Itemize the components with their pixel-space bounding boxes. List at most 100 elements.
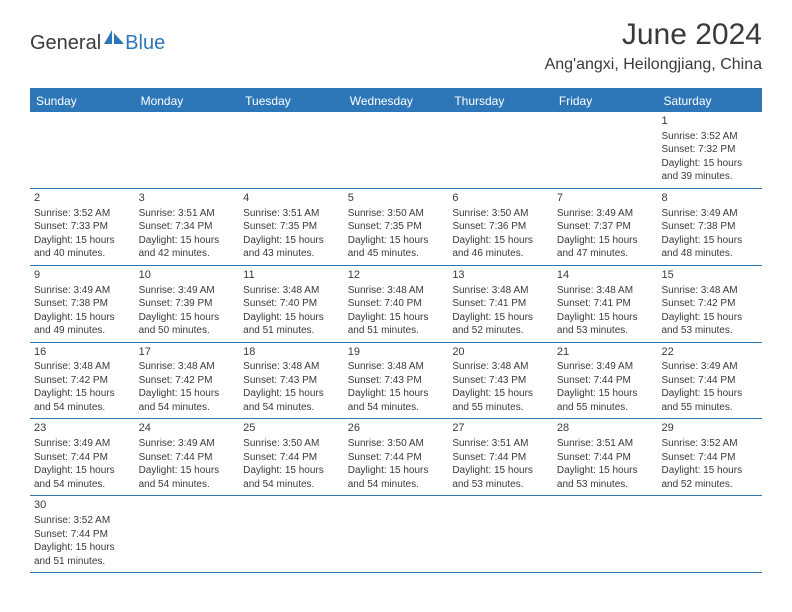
sunrise-text: Sunrise: 3:50 AM bbox=[348, 207, 445, 221]
sunset-text: Sunset: 7:41 PM bbox=[557, 297, 654, 311]
day-cell bbox=[239, 496, 344, 572]
day-cell: 5Sunrise: 3:50 AMSunset: 7:35 PMDaylight… bbox=[344, 189, 449, 265]
daylight-text: and 53 minutes. bbox=[452, 478, 549, 492]
day-number: 23 bbox=[34, 421, 131, 436]
day-cell bbox=[448, 112, 553, 188]
day-cell: 14Sunrise: 3:48 AMSunset: 7:41 PMDayligh… bbox=[553, 266, 658, 342]
daylight-text: and 53 minutes. bbox=[661, 324, 758, 338]
weekday-header: Friday bbox=[553, 90, 658, 112]
daylight-text: Daylight: 15 hours bbox=[348, 464, 445, 478]
sunrise-text: Sunrise: 3:48 AM bbox=[243, 360, 340, 374]
daylight-text: Daylight: 15 hours bbox=[661, 234, 758, 248]
day-cell: 13Sunrise: 3:48 AMSunset: 7:41 PMDayligh… bbox=[448, 266, 553, 342]
sunrise-text: Sunrise: 3:49 AM bbox=[661, 207, 758, 221]
sunset-text: Sunset: 7:43 PM bbox=[348, 374, 445, 388]
daylight-text: and 39 minutes. bbox=[661, 170, 758, 184]
day-number: 19 bbox=[348, 345, 445, 360]
day-number: 17 bbox=[139, 345, 236, 360]
daylight-text: Daylight: 15 hours bbox=[661, 387, 758, 401]
day-cell: 4Sunrise: 3:51 AMSunset: 7:35 PMDaylight… bbox=[239, 189, 344, 265]
sunrise-text: Sunrise: 3:49 AM bbox=[139, 284, 236, 298]
day-cell: 7Sunrise: 3:49 AMSunset: 7:37 PMDaylight… bbox=[553, 189, 658, 265]
daylight-text: and 54 minutes. bbox=[139, 478, 236, 492]
daylight-text: Daylight: 15 hours bbox=[557, 387, 654, 401]
day-cell: 3Sunrise: 3:51 AMSunset: 7:34 PMDaylight… bbox=[135, 189, 240, 265]
daylight-text: Daylight: 15 hours bbox=[452, 387, 549, 401]
day-cell bbox=[448, 496, 553, 572]
day-cell: 16Sunrise: 3:48 AMSunset: 7:42 PMDayligh… bbox=[30, 343, 135, 419]
daylight-text: Daylight: 15 hours bbox=[243, 311, 340, 325]
day-number: 12 bbox=[348, 268, 445, 283]
sunset-text: Sunset: 7:43 PM bbox=[243, 374, 340, 388]
day-cell: 30Sunrise: 3:52 AMSunset: 7:44 PMDayligh… bbox=[30, 496, 135, 572]
day-cell: 11Sunrise: 3:48 AMSunset: 7:40 PMDayligh… bbox=[239, 266, 344, 342]
sunset-text: Sunset: 7:38 PM bbox=[661, 220, 758, 234]
day-cell: 19Sunrise: 3:48 AMSunset: 7:43 PMDayligh… bbox=[344, 343, 449, 419]
day-number: 4 bbox=[243, 191, 340, 206]
logo-text-blue: Blue bbox=[125, 32, 165, 55]
sunrise-text: Sunrise: 3:49 AM bbox=[661, 360, 758, 374]
sunset-text: Sunset: 7:43 PM bbox=[452, 374, 549, 388]
location-text: Ang'angxi, Heilongjiang, China bbox=[545, 56, 762, 74]
sunrise-text: Sunrise: 3:48 AM bbox=[243, 284, 340, 298]
sunrise-text: Sunrise: 3:48 AM bbox=[452, 360, 549, 374]
day-cell: 12Sunrise: 3:48 AMSunset: 7:40 PMDayligh… bbox=[344, 266, 449, 342]
day-number: 21 bbox=[557, 345, 654, 360]
weekday-header: Thursday bbox=[448, 90, 553, 112]
daylight-text: and 54 minutes. bbox=[348, 478, 445, 492]
sunset-text: Sunset: 7:44 PM bbox=[557, 451, 654, 465]
daylight-text: and 52 minutes. bbox=[661, 478, 758, 492]
sunset-text: Sunset: 7:41 PM bbox=[452, 297, 549, 311]
daylight-text: Daylight: 15 hours bbox=[34, 311, 131, 325]
sunset-text: Sunset: 7:44 PM bbox=[34, 528, 131, 542]
day-cell: 15Sunrise: 3:48 AMSunset: 7:42 PMDayligh… bbox=[657, 266, 762, 342]
sunset-text: Sunset: 7:35 PM bbox=[348, 220, 445, 234]
logo: General Blue bbox=[30, 28, 165, 59]
sunset-text: Sunset: 7:44 PM bbox=[34, 451, 131, 465]
sunset-text: Sunset: 7:44 PM bbox=[661, 374, 758, 388]
daylight-text: Daylight: 15 hours bbox=[139, 311, 236, 325]
sunset-text: Sunset: 7:38 PM bbox=[34, 297, 131, 311]
day-cell bbox=[553, 112, 658, 188]
daylight-text: and 40 minutes. bbox=[34, 247, 131, 261]
sunset-text: Sunset: 7:36 PM bbox=[452, 220, 549, 234]
sunset-text: Sunset: 7:44 PM bbox=[557, 374, 654, 388]
logo-sail-icon bbox=[103, 28, 125, 51]
daylight-text: and 47 minutes. bbox=[557, 247, 654, 261]
daylight-text: Daylight: 15 hours bbox=[348, 311, 445, 325]
sunrise-text: Sunrise: 3:50 AM bbox=[348, 437, 445, 451]
sunset-text: Sunset: 7:40 PM bbox=[243, 297, 340, 311]
week-row: 1Sunrise: 3:52 AMSunset: 7:32 PMDaylight… bbox=[30, 112, 762, 189]
daylight-text: and 51 minutes. bbox=[348, 324, 445, 338]
day-number: 16 bbox=[34, 345, 131, 360]
weekday-header: Saturday bbox=[657, 90, 762, 112]
weekday-header-row: SundayMondayTuesdayWednesdayThursdayFrid… bbox=[30, 90, 762, 112]
sunset-text: Sunset: 7:44 PM bbox=[661, 451, 758, 465]
day-cell: 17Sunrise: 3:48 AMSunset: 7:42 PMDayligh… bbox=[135, 343, 240, 419]
week-row: 9Sunrise: 3:49 AMSunset: 7:38 PMDaylight… bbox=[30, 266, 762, 343]
day-cell: 2Sunrise: 3:52 AMSunset: 7:33 PMDaylight… bbox=[30, 189, 135, 265]
daylight-text: and 48 minutes. bbox=[661, 247, 758, 261]
day-number: 8 bbox=[661, 191, 758, 206]
day-number: 29 bbox=[661, 421, 758, 436]
daylight-text: Daylight: 15 hours bbox=[661, 464, 758, 478]
daylight-text: and 42 minutes. bbox=[139, 247, 236, 261]
day-cell: 21Sunrise: 3:49 AMSunset: 7:44 PMDayligh… bbox=[553, 343, 658, 419]
day-number: 13 bbox=[452, 268, 549, 283]
sunrise-text: Sunrise: 3:52 AM bbox=[661, 130, 758, 144]
day-number: 26 bbox=[348, 421, 445, 436]
logo-text-general: General bbox=[30, 32, 101, 55]
daylight-text: Daylight: 15 hours bbox=[557, 311, 654, 325]
daylight-text: and 49 minutes. bbox=[34, 324, 131, 338]
day-number: 14 bbox=[557, 268, 654, 283]
week-row: 23Sunrise: 3:49 AMSunset: 7:44 PMDayligh… bbox=[30, 419, 762, 496]
daylight-text: and 54 minutes. bbox=[348, 401, 445, 415]
sunrise-text: Sunrise: 3:51 AM bbox=[452, 437, 549, 451]
weekday-header: Wednesday bbox=[344, 90, 449, 112]
sunrise-text: Sunrise: 3:48 AM bbox=[661, 284, 758, 298]
daylight-text: and 55 minutes. bbox=[557, 401, 654, 415]
day-number: 9 bbox=[34, 268, 131, 283]
daylight-text: Daylight: 15 hours bbox=[661, 157, 758, 171]
sunset-text: Sunset: 7:32 PM bbox=[661, 143, 758, 157]
day-cell bbox=[30, 112, 135, 188]
